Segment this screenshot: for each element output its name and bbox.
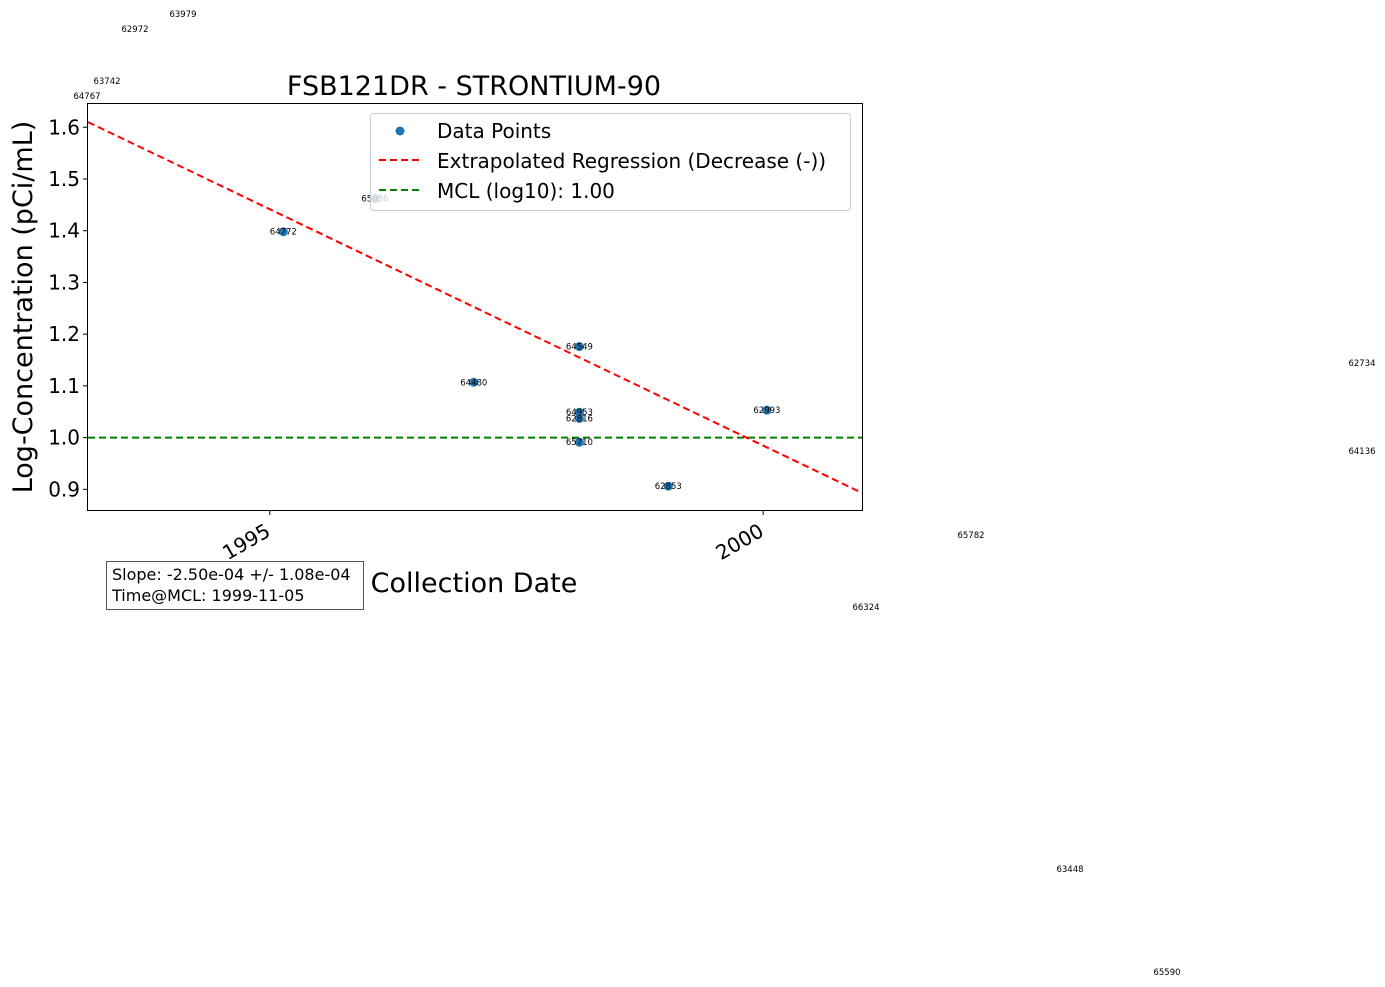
stray-point-label: 63742 bbox=[93, 77, 120, 87]
plot-frame bbox=[87, 103, 863, 511]
stray-point-label: 63979 bbox=[169, 10, 196, 20]
y-tick-label: 1.5 bbox=[48, 167, 80, 191]
y-tick-label: 1.1 bbox=[48, 374, 80, 398]
stray-point-labels: 63979 62972 63742 64767 62734 64136 65782 66324… bbox=[73, 10, 1375, 978]
stray-point-label: 64136 bbox=[1348, 447, 1375, 457]
x-axis-label: Collection Date bbox=[371, 568, 578, 599]
x-axis-ticks: 1995 2000 bbox=[218, 510, 768, 565]
legend-data-points-marker bbox=[395, 126, 405, 136]
legend: Data Points Extrapolated Regression (Dec… bbox=[370, 113, 851, 211]
data-point bbox=[762, 405, 772, 415]
data-point-label: 65710 bbox=[566, 438, 593, 448]
x-tick-label: 2000 bbox=[712, 519, 768, 565]
data-point-label: 64549 bbox=[566, 343, 593, 353]
data-point bbox=[278, 227, 288, 237]
data-point-label: 62853 bbox=[655, 482, 682, 492]
data-point bbox=[469, 377, 479, 387]
legend-mcl-label: MCL (log10): 1.00 bbox=[437, 179, 615, 203]
stats-time-at-mcl: Time@MCL: 1999-11-05 bbox=[111, 586, 305, 605]
data-point-label: 64480 bbox=[460, 378, 487, 388]
y-tick-label: 1.4 bbox=[48, 219, 80, 243]
stray-point-label: 65590 bbox=[1153, 968, 1180, 978]
stray-point-label: 64767 bbox=[73, 92, 100, 102]
chart-title: FSB121DR - STRONTIUM-90 bbox=[287, 71, 661, 102]
data-point bbox=[574, 342, 584, 352]
data-point bbox=[663, 481, 673, 491]
legend-regression-label: Extrapolated Regression (Decrease (-)) bbox=[437, 149, 826, 173]
regression-line bbox=[87, 121, 863, 494]
data-point-label: 64953 bbox=[566, 408, 593, 418]
y-axis-ticks: 0.9 1.0 1.1 1.2 1.3 1.4 1.5 1.6 bbox=[48, 115, 88, 501]
y-tick-label: 0.9 bbox=[48, 477, 80, 501]
y-tick-label: 1.6 bbox=[48, 115, 80, 139]
stats-box-frame bbox=[106, 561, 364, 610]
data-point bbox=[574, 413, 584, 423]
stray-point-label: 63448 bbox=[1056, 865, 1083, 875]
y-tick-label: 1.3 bbox=[48, 270, 80, 294]
y-tick-label: 1.0 bbox=[48, 426, 80, 450]
stray-point-label: 66324 bbox=[852, 603, 879, 613]
data-point-label: 62993 bbox=[753, 406, 780, 416]
y-axis-label: Log-Concentration (pCi/mL) bbox=[8, 121, 39, 494]
data-point bbox=[574, 437, 584, 447]
data-point-label: 62816 bbox=[566, 414, 593, 424]
y-tick-label: 1.2 bbox=[48, 322, 80, 346]
stray-point-label: 62972 bbox=[121, 25, 148, 35]
stray-point-label: 65782 bbox=[957, 531, 984, 541]
x-tick-label: 1995 bbox=[218, 519, 274, 565]
stats-box: Slope: -2.50e-04 +/- 1.08e-04 Time@MCL: … bbox=[106, 561, 364, 610]
legend-frame bbox=[370, 113, 851, 211]
data-point bbox=[574, 407, 584, 417]
data-point-label: 64772 bbox=[270, 228, 297, 238]
stray-point-label: 62734 bbox=[1348, 359, 1375, 369]
stats-slope: Slope: -2.50e-04 +/- 1.08e-04 bbox=[112, 565, 351, 584]
legend-data-points-label: Data Points bbox=[437, 119, 551, 143]
